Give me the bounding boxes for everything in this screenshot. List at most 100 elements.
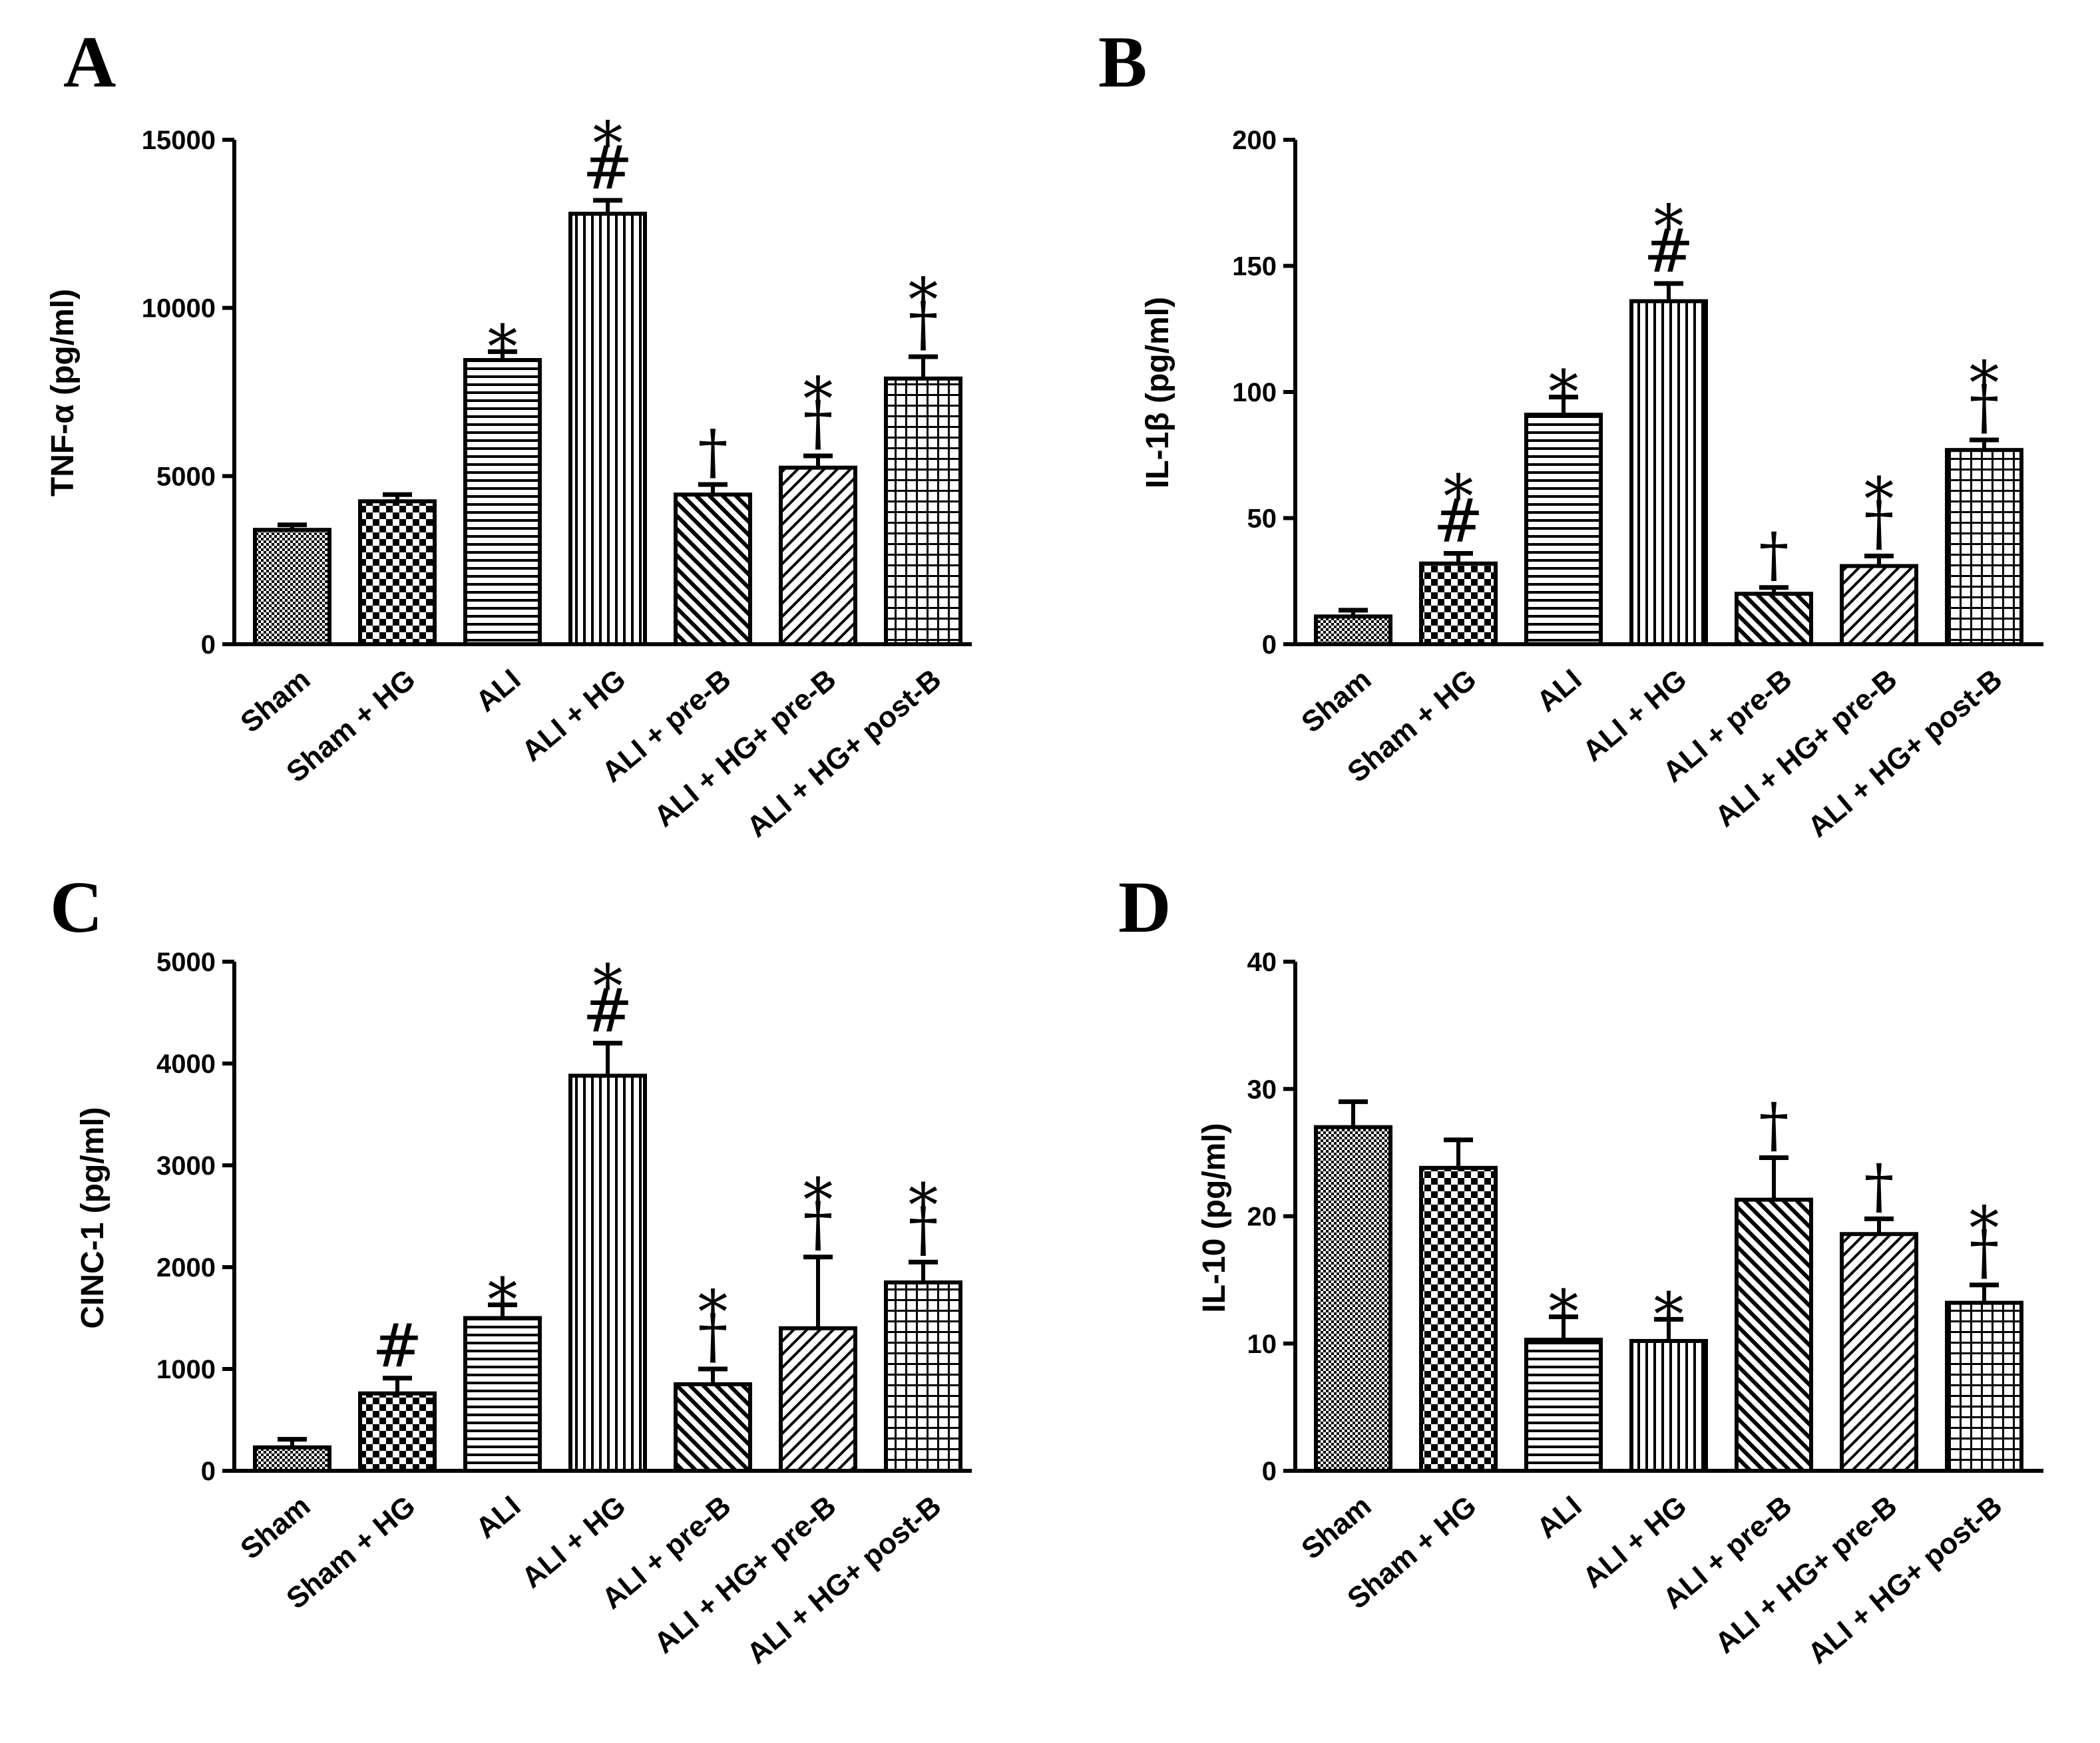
x-category-label: Sham <box>1295 663 1377 739</box>
bar-ali-hg <box>1629 299 1708 646</box>
significance-marker: # <box>1643 216 1693 286</box>
y-tick-label: 20 <box>1247 1203 1277 1232</box>
y-tick-label: 150 <box>1232 252 1277 282</box>
significance-marker: * <box>1864 465 1894 534</box>
bar-ali-pre-b <box>674 492 752 646</box>
bar-sham <box>253 528 331 646</box>
significance-marker: † <box>1864 488 1894 558</box>
significance-marker: * <box>909 1171 939 1241</box>
significance-marker: * <box>1970 1194 1999 1264</box>
y-tick-label: 0 <box>1262 630 1277 660</box>
significance-marker: † <box>1759 520 1789 590</box>
significance-marker: * <box>803 1166 833 1236</box>
bar-sham-hg <box>358 1391 437 1473</box>
y-tick-label: 100 <box>1232 378 1277 407</box>
significance-marker: * <box>909 266 939 335</box>
y-axis-title: CINC-1 (pg/ml) <box>75 1107 110 1328</box>
significance-marker: * <box>698 1278 728 1348</box>
y-tick-label: 2000 <box>156 1253 216 1282</box>
x-category-label: ALI <box>1531 663 1588 718</box>
x-category-label: ALI <box>470 1489 527 1545</box>
significance-marker: † <box>698 1302 728 1372</box>
significance-marker: † <box>909 1195 939 1264</box>
significance-marker: * <box>593 952 623 1022</box>
significance-marker: * <box>488 1266 518 1336</box>
x-category-label: ALI + HG+ post-B <box>1802 1489 2009 1670</box>
bar-ali-pre-b <box>1735 1197 1813 1473</box>
y-tick-label: 50 <box>1247 504 1277 534</box>
significance-marker: † <box>1864 1151 1894 1221</box>
y-tick-label: 0 <box>201 1457 216 1486</box>
significance-marker: * <box>488 312 518 382</box>
bar-sham <box>1314 614 1392 646</box>
bar-ali-hg <box>568 212 647 646</box>
bar-ali-hg-post-b <box>884 376 962 647</box>
x-category-label: ALI + HG+ pre-B <box>648 663 843 833</box>
x-category-label: Sham <box>234 1489 316 1566</box>
bar-ali-hg-post-b <box>884 1280 962 1473</box>
y-axis-title: IL-10 (pg/ml) <box>1197 1123 1232 1312</box>
significance-marker: † <box>1970 1218 1999 1288</box>
x-category-label: ALI + HG+ post-B <box>741 1489 948 1670</box>
y-tick-label: 1000 <box>156 1355 216 1384</box>
significance-marker: † <box>698 417 728 487</box>
x-category-label: ALI + HG+ post-B <box>741 663 948 844</box>
y-tick-label: 0 <box>201 630 216 660</box>
bar-sham-hg <box>358 499 437 646</box>
significance-marker: * <box>593 109 623 179</box>
significance-marker: † <box>803 389 833 459</box>
significance-marker: * <box>1444 463 1474 532</box>
bar-ali <box>1524 413 1603 646</box>
bar-ali-hg <box>568 1073 647 1473</box>
bar-ali <box>463 357 542 646</box>
x-category-label: ALI + HG+ post-B <box>1802 663 2009 844</box>
x-category-label: ALI <box>470 663 527 718</box>
bar-ali-pre-b <box>1735 592 1813 647</box>
y-tick-label: 15000 <box>142 126 216 155</box>
x-category-label: ALI + HG+ pre-B <box>1709 663 1904 833</box>
bar-ali-hg-pre-b <box>779 1326 857 1473</box>
significance-marker: * <box>1549 358 1579 428</box>
bar-ali-hg-pre-b <box>1840 564 1918 647</box>
significance-marker: † <box>803 1190 833 1260</box>
y-tick-label: 200 <box>1232 126 1277 155</box>
y-tick-label: 0 <box>1262 1457 1277 1486</box>
y-tick-label: 30 <box>1247 1075 1277 1104</box>
x-category-label: Sham <box>1295 1489 1377 1566</box>
y-tick-label: 40 <box>1247 948 1277 977</box>
bar-ali-hg-post-b <box>1945 1300 2023 1473</box>
significance-marker: # <box>582 133 632 203</box>
y-tick-label: 5000 <box>156 462 216 491</box>
bar-ali-hg-post-b <box>1945 448 2023 646</box>
y-tick-label: 3000 <box>156 1151 216 1181</box>
panel-letter: A <box>63 21 116 102</box>
significance-marker: * <box>1970 349 1999 419</box>
significance-marker: * <box>1654 1280 1684 1350</box>
significance-marker: * <box>803 365 833 435</box>
bar-ali-hg <box>1629 1338 1708 1473</box>
panel-letter: B <box>1098 21 1147 102</box>
significance-marker: # <box>372 1311 422 1381</box>
significance-marker: * <box>1654 192 1684 262</box>
significance-marker: # <box>1433 486 1483 556</box>
chart-panel-c: C CINC-1 (pg/ml) 0 1000 2000 3000 4000 5000 Sham… <box>50 867 972 1670</box>
panel-letter: C <box>50 867 103 948</box>
bar-sham <box>253 1445 331 1473</box>
bar-sham-hg <box>1419 561 1498 646</box>
bar-ali <box>463 1316 542 1473</box>
y-tick-label: 10 <box>1247 1330 1277 1359</box>
bar-sham-hg <box>1419 1165 1498 1473</box>
significance-marker: † <box>1970 373 1999 443</box>
bar-sham <box>1314 1125 1392 1473</box>
x-category-label: ALI + HG+ pre-B <box>1709 1489 1904 1660</box>
bar-ali-hg-pre-b <box>779 465 857 646</box>
significance-marker: † <box>1759 1091 1789 1161</box>
y-tick-label: 5000 <box>156 948 216 977</box>
significance-marker: * <box>1549 1278 1579 1348</box>
significance-marker: # <box>582 976 632 1046</box>
bar-ali-hg-pre-b <box>1840 1232 1918 1473</box>
x-category-label: ALI + HG+ pre-B <box>648 1489 843 1660</box>
